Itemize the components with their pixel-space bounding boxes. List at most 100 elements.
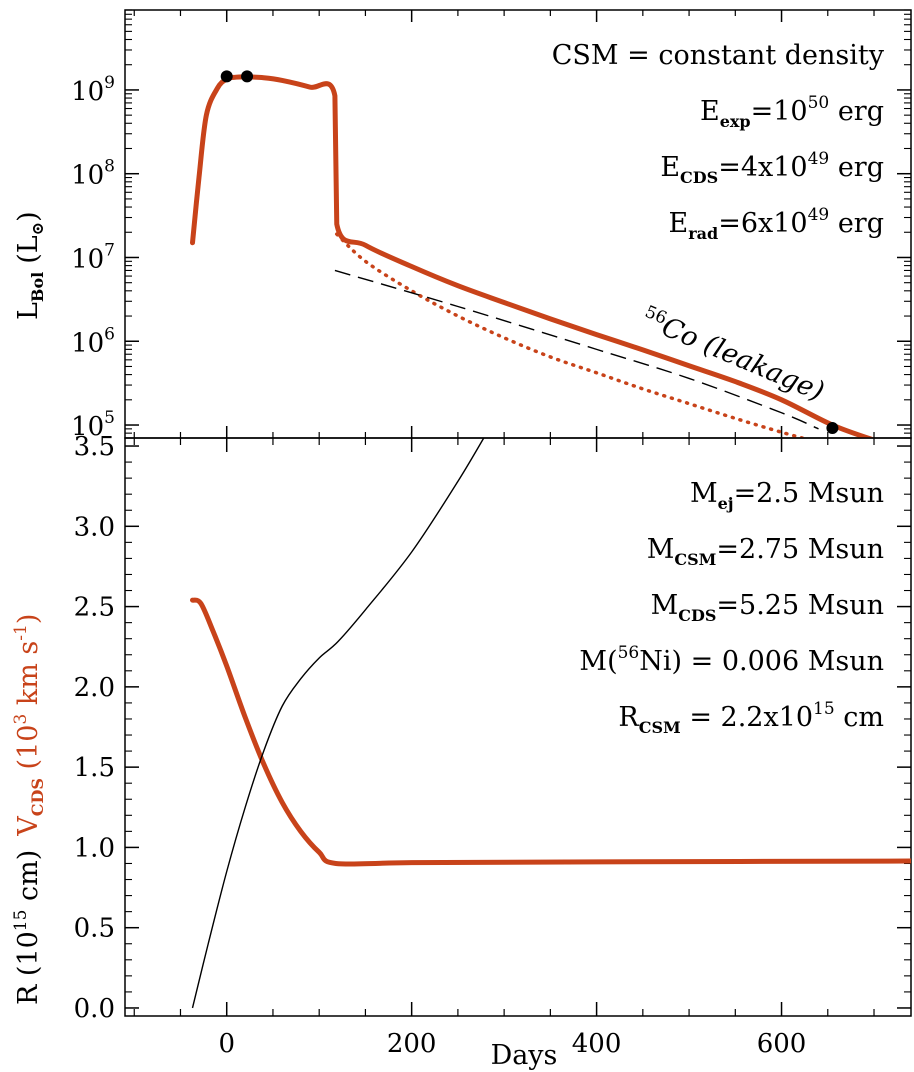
top-markers-group	[220, 70, 839, 435]
data-marker-dot	[241, 70, 254, 83]
top-annotation-sup: 49	[808, 205, 830, 225]
top-ytick-exp: 7	[104, 240, 115, 260]
r-label-unit: cm)	[13, 850, 44, 910]
top-annotation: Erad=6x1049 erg	[669, 205, 885, 243]
bottom-annotation-base: R	[618, 702, 639, 733]
top-series-dotted-line	[335, 232, 809, 438]
bottom-ytick-label: 1.0	[74, 833, 115, 863]
bottom-ytick-label: 0.5	[74, 914, 115, 944]
bottom-series-group	[190, 438, 911, 1009]
bottom-panel: 0.0 0.5 1.0 1.5 2.0 2.5 3.0 3.5 0 200 400 600 Days…	[11, 432, 912, 1071]
velocity-curve	[190, 597, 911, 867]
top-ylabel-unit-open: (L	[13, 235, 44, 264]
bottom-annotation-base: M	[651, 590, 679, 621]
v-label-sup2: -1	[11, 624, 31, 641]
bottom-annotation-tail: cm	[835, 702, 884, 733]
top-annotation-tail: erg	[829, 96, 884, 127]
bottom-ytick-labels: 0.0 0.5 1.0 1.5 2.0 2.5 3.0 3.5	[74, 432, 115, 1024]
top-annotation: Eexp=1050 erg	[700, 93, 884, 131]
top-annotation-sup: 49	[808, 149, 830, 169]
top-annotation-mid: =6x10	[718, 208, 807, 239]
top-annotation-tail: erg	[829, 152, 884, 183]
top-ytick-exp: 5	[104, 408, 115, 428]
top-ylabel: LBol (L⊙)	[13, 211, 47, 320]
bottom-annotation-mid: =5.25 Msun	[716, 590, 884, 621]
bottom-annotation: MCSM=2.75 Msun	[647, 534, 884, 569]
top-annotation-base: E	[669, 208, 689, 239]
top-ytick-base: 10	[71, 161, 104, 191]
data-marker-dot	[826, 422, 839, 435]
bottom-axis-ticks	[125, 438, 911, 1016]
bottom-ytick-label: 0.0	[74, 994, 115, 1024]
top-annotation-mid: =4x10	[718, 152, 807, 183]
bottom-panel-frame	[124, 437, 912, 1017]
top-axis-ticks	[125, 9, 911, 439]
top-annotation-base: E	[660, 152, 680, 183]
top-ytick-base: 10	[71, 244, 104, 274]
bottom-ytick-label: 1.5	[74, 753, 115, 783]
bottom-annotation: MCDS=5.25 Msun	[651, 590, 884, 625]
leakage-label: 56Co (leakage)	[637, 302, 829, 408]
bottom-ytick-label: 3.5	[74, 432, 115, 462]
top-annotation-sub: rad	[688, 224, 718, 243]
top-annotation-sub: CDS	[680, 168, 718, 187]
top-ytick-label: 106	[71, 324, 115, 358]
v-label: V	[13, 816, 44, 837]
top-ylabel-sub: Bol	[28, 272, 47, 302]
bottom-annotation-base: M(	[579, 646, 617, 677]
top-ytick-label: 108	[71, 157, 115, 191]
top-annotation-sub: exp	[720, 112, 751, 131]
bottom-ytick-label: 2.0	[74, 673, 115, 703]
bottom-annotation-sub: CSM	[639, 718, 681, 737]
v-label-sup: 3	[11, 714, 31, 725]
v-label-unit: (10	[13, 725, 44, 778]
bottom-annotation-base: M	[647, 534, 675, 565]
top-annotation: ECDS=4x1049 erg	[660, 149, 884, 187]
top-ytick-base: 10	[71, 77, 104, 107]
top-annotation-base: CSM = constant density	[552, 40, 885, 71]
bottom-ytick-label: 2.5	[74, 593, 115, 623]
top-ytick-base: 10	[71, 328, 104, 358]
top-series-dashed-line	[334, 269, 819, 430]
top-annotation-base: E	[700, 96, 720, 127]
bottom-xtick-label: 200	[387, 1029, 437, 1059]
top-annotation: CSM = constant density	[552, 40, 885, 71]
bottom-annotation-sup: 15	[813, 699, 835, 719]
top-ylabel-unit-close: )	[13, 211, 44, 222]
top-ylabel-main: L	[13, 302, 44, 320]
top-ytick-exp: 9	[104, 73, 115, 93]
bottom-annotation: Mej=2.5 Msun	[690, 478, 884, 513]
top-ytick-base: 10	[71, 412, 104, 442]
top-ytick-exp: 8	[104, 157, 115, 177]
bottom-xtick-label: 400	[572, 1029, 622, 1059]
v-label-unit2: km s	[13, 641, 44, 714]
bottom-xtick-label: 0	[218, 1029, 235, 1059]
radius-curve	[191, 438, 485, 1009]
bottom-annotation-sub: CSM	[674, 550, 716, 569]
top-annotation-tail: erg	[829, 208, 884, 239]
bottom-ytick-label: 3.0	[74, 512, 115, 542]
bottom-xtick-label: 600	[757, 1029, 807, 1059]
r-label-sup: 15	[11, 910, 31, 932]
bottom-annotation: RCSM = 2.2x1015 cm	[618, 699, 884, 737]
bottom-annotation-mid: =2.5 Msun	[734, 478, 884, 509]
v-label-sub: CDS	[28, 778, 47, 816]
bottom-xtick-labels: 0 200 400 600	[218, 1029, 806, 1059]
bottom-annotation-mid: = 2.2x10	[681, 702, 813, 733]
top-ytick-label: 107	[71, 240, 115, 274]
bottom-annotation-sup: 56	[618, 643, 640, 663]
top-ytick-label: 109	[71, 73, 115, 107]
bottom-annotation-base: M	[690, 478, 718, 509]
bottom-annotation-sub: CDS	[678, 606, 716, 625]
v-label-close: )	[13, 614, 44, 625]
top-annotation-sup: 50	[808, 93, 830, 113]
top-ytick-exp: 6	[104, 324, 115, 344]
top-ylabel-unit-sub: ⊙	[28, 222, 47, 235]
bottom-ylabel: R (1015 cm) VCDS (103 km s-1)	[11, 614, 47, 1005]
bottom-annotation: M(56Ni) = 0.006 Msun	[579, 643, 884, 677]
